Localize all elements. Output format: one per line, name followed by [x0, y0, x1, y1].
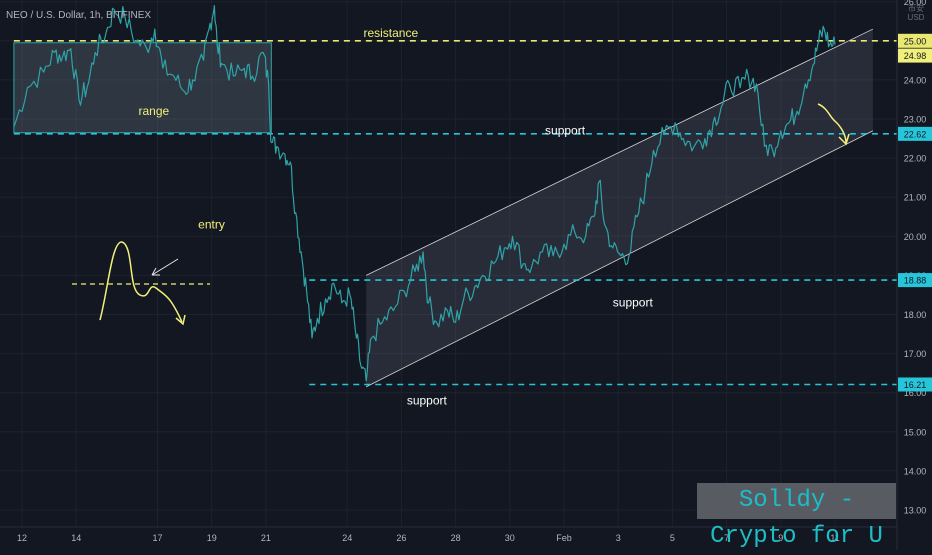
trade-drawings [72, 103, 850, 326]
price-tick-label: 26.00 [904, 0, 927, 7]
resistance-annotation: resistance [363, 26, 418, 40]
price-tick-label: 14.00 [904, 466, 927, 476]
price-tick-label: 23.00 [904, 115, 927, 125]
level-price-tag-label: 18.88 [904, 276, 927, 286]
range-box [13, 42, 272, 134]
level-price-tag [898, 33, 932, 48]
time-tick-label: 24 [342, 533, 352, 543]
support-annotation: support [545, 124, 586, 138]
level-price-tag [898, 377, 932, 392]
channel-lower-line [365, 130, 874, 388]
entry-annotation: entry [198, 217, 225, 231]
time-tick-label: 28 [451, 533, 461, 543]
price-tick-label: 20.00 [904, 232, 927, 242]
time-tick-label: 19 [207, 533, 217, 543]
time-tick-label: 17 [152, 533, 162, 543]
chart-zones [13, 28, 874, 388]
price-tick-label: 21.00 [904, 193, 927, 203]
watermark-brand: Solldy - Crypto for U [697, 483, 896, 550]
price-tick-label: 16.00 [904, 388, 927, 398]
time-tick-label: 9 [778, 533, 783, 543]
price-levels [13, 39, 897, 386]
channel-upper-line [365, 28, 874, 276]
time-tick-label: 26 [396, 533, 406, 543]
price-tick-label: 17.00 [904, 349, 927, 359]
price-tick-label: 24.00 [904, 75, 927, 85]
price-tick-label: 22.00 [904, 154, 927, 164]
time-tick-label: 3 [616, 533, 621, 543]
current-price-tag [898, 48, 932, 63]
price-tick-label: 15.00 [904, 427, 927, 437]
price-line [13, 5, 836, 382]
price-axis-unit: 币安 USD [905, 4, 927, 22]
support-annotation: support [613, 296, 654, 310]
entry-pointer-arrow [151, 258, 179, 276]
price-axis-unit-top: 币安 [908, 4, 924, 13]
price-axis: 13.0014.0015.0016.0017.0018.0019.0020.00… [896, 0, 932, 550]
time-tick-label: Feb [556, 533, 572, 543]
time-axis: 12 14 17 19 21 24 26 28 30 Feb 3 5 7 9 11 [0, 526, 897, 543]
level-price-tag-label: 25.00 [904, 36, 927, 46]
range-annotation: range [139, 104, 170, 118]
level-price-tag-label: 22.62 [904, 129, 927, 139]
drop-arrow-head [838, 133, 850, 146]
level-price-tag-label: 16.21 [904, 380, 927, 390]
entry-sketch-path [99, 241, 183, 323]
entry-arrow-head [175, 314, 186, 326]
time-tick-label: 12 [17, 533, 27, 543]
price-tick-label: 18.00 [904, 310, 927, 320]
price-series [13, 5, 836, 382]
time-tick-label: 11 [830, 533, 839, 543]
symbol-header: NEO / U.S. Dollar, 1h, BITFINEX [6, 10, 152, 21]
price-axis-unit-currency: USD [907, 13, 925, 22]
price-tick-label: 13.00 [904, 506, 927, 516]
drop-arrow-path [817, 103, 847, 144]
time-tick-label: 5 [670, 533, 675, 543]
time-tick-label: 14 [71, 533, 81, 543]
channel-fill [366, 29, 873, 387]
level-price-tag [898, 126, 932, 141]
level-price-tag [898, 273, 932, 288]
time-tick-label: 21 [261, 533, 271, 543]
support-annotation: support [407, 393, 448, 407]
current-price-tag-label: 24.98 [904, 51, 927, 61]
time-tick-label: 7 [724, 533, 729, 543]
time-tick-label: 30 [505, 533, 515, 543]
chart-annotations: resistance range entry support support suppor… [139, 26, 654, 408]
